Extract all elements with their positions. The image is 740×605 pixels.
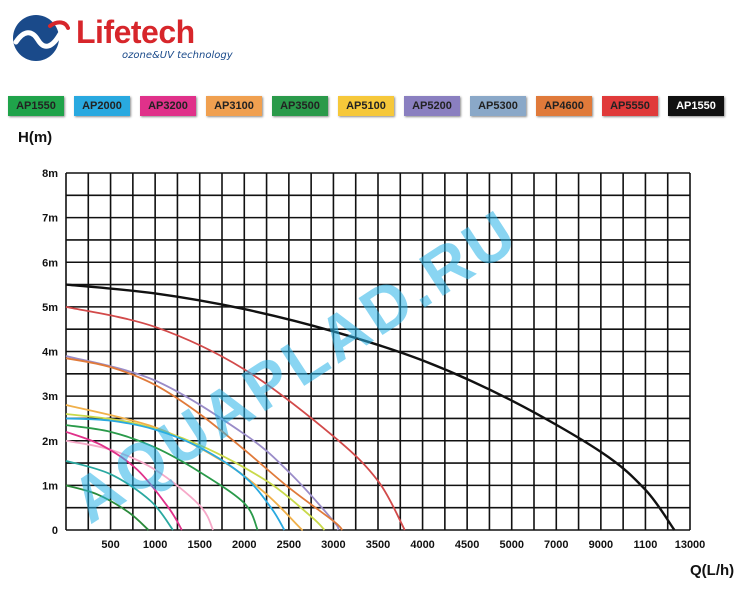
x-tick-label: 2000 <box>232 539 256 551</box>
chart-legend: AP1550 AP2000 AP3200 AP3100 AP3500 AP5100 AP52… <box>8 96 736 116</box>
y-tick-label: 8m <box>42 168 58 180</box>
x-tick-label: 2500 <box>277 539 301 551</box>
chart-svg: 0 1m 2m 3m 4m 5m 6m 7m 8m 500 1000 1500 2000 2500 3000… <box>18 129 734 579</box>
legend-item: AP3200 <box>140 96 196 116</box>
y-tick-label: 0 <box>52 525 58 537</box>
legend-item: AP1550 <box>8 96 64 116</box>
x-tick-label: 1000 <box>143 539 167 551</box>
series-line <box>65 424 259 531</box>
brand-header: Lifetech ozone&UV technology <box>10 12 250 67</box>
y-tick-label: 7m <box>42 213 58 225</box>
legend-item: AP5550 <box>602 96 658 116</box>
series-line <box>65 283 676 531</box>
series-line <box>65 439 214 531</box>
legend-item: AP5300 <box>470 96 526 116</box>
legend-item: AP5200 <box>404 96 460 116</box>
series-line <box>65 357 344 531</box>
series-line <box>65 484 150 531</box>
legend-item: AP4600 <box>536 96 592 116</box>
x-tick-label: 7000 <box>544 539 568 551</box>
x-tick-label: 3500 <box>366 539 390 551</box>
x-axis-label: Q(L/h) <box>690 562 734 579</box>
legend-item: AP3500 <box>272 96 328 116</box>
legend-item: AP1550 <box>668 96 724 116</box>
legend-item: AP5100 <box>338 96 394 116</box>
wave-logo-icon <box>13 15 70 61</box>
brand-tagline: ozone&UV technology <box>122 50 233 61</box>
series-line <box>65 305 406 531</box>
x-tick-label: 13000 <box>675 539 706 551</box>
x-tick-label: 500 <box>101 539 119 551</box>
x-tick-label: 3000 <box>321 539 345 551</box>
y-axis-label: H(m) <box>18 129 52 146</box>
series-line <box>65 430 183 531</box>
y-tick-label: 6m <box>42 257 58 269</box>
series-line <box>65 459 174 531</box>
y-tick-label: 1m <box>42 480 58 492</box>
y-tick-label: 4m <box>42 347 58 359</box>
y-tick-label: 5m <box>42 302 58 314</box>
y-tick-label: 3m <box>42 391 58 403</box>
legend-item: AP3100 <box>206 96 262 116</box>
legend-item: AP2000 <box>74 96 130 116</box>
series-line <box>65 413 326 531</box>
x-tick-label: 4000 <box>410 539 434 551</box>
pump-curve-chart: 0 1m 2m 3m 4m 5m 6m 7m 8m 500 1000 1500 2000 2500 3000… <box>0 120 740 600</box>
x-tick-label: 4500 <box>455 539 479 551</box>
x-tick-label: 9000 <box>589 539 613 551</box>
x-tick-label: 1500 <box>187 539 211 551</box>
series-line <box>65 417 286 531</box>
x-tick-label: 5000 <box>499 539 523 551</box>
brand-name: Lifetech <box>76 14 195 50</box>
x-tick-label: 1100 <box>633 539 657 551</box>
y-tick-label: 2m <box>42 436 58 448</box>
